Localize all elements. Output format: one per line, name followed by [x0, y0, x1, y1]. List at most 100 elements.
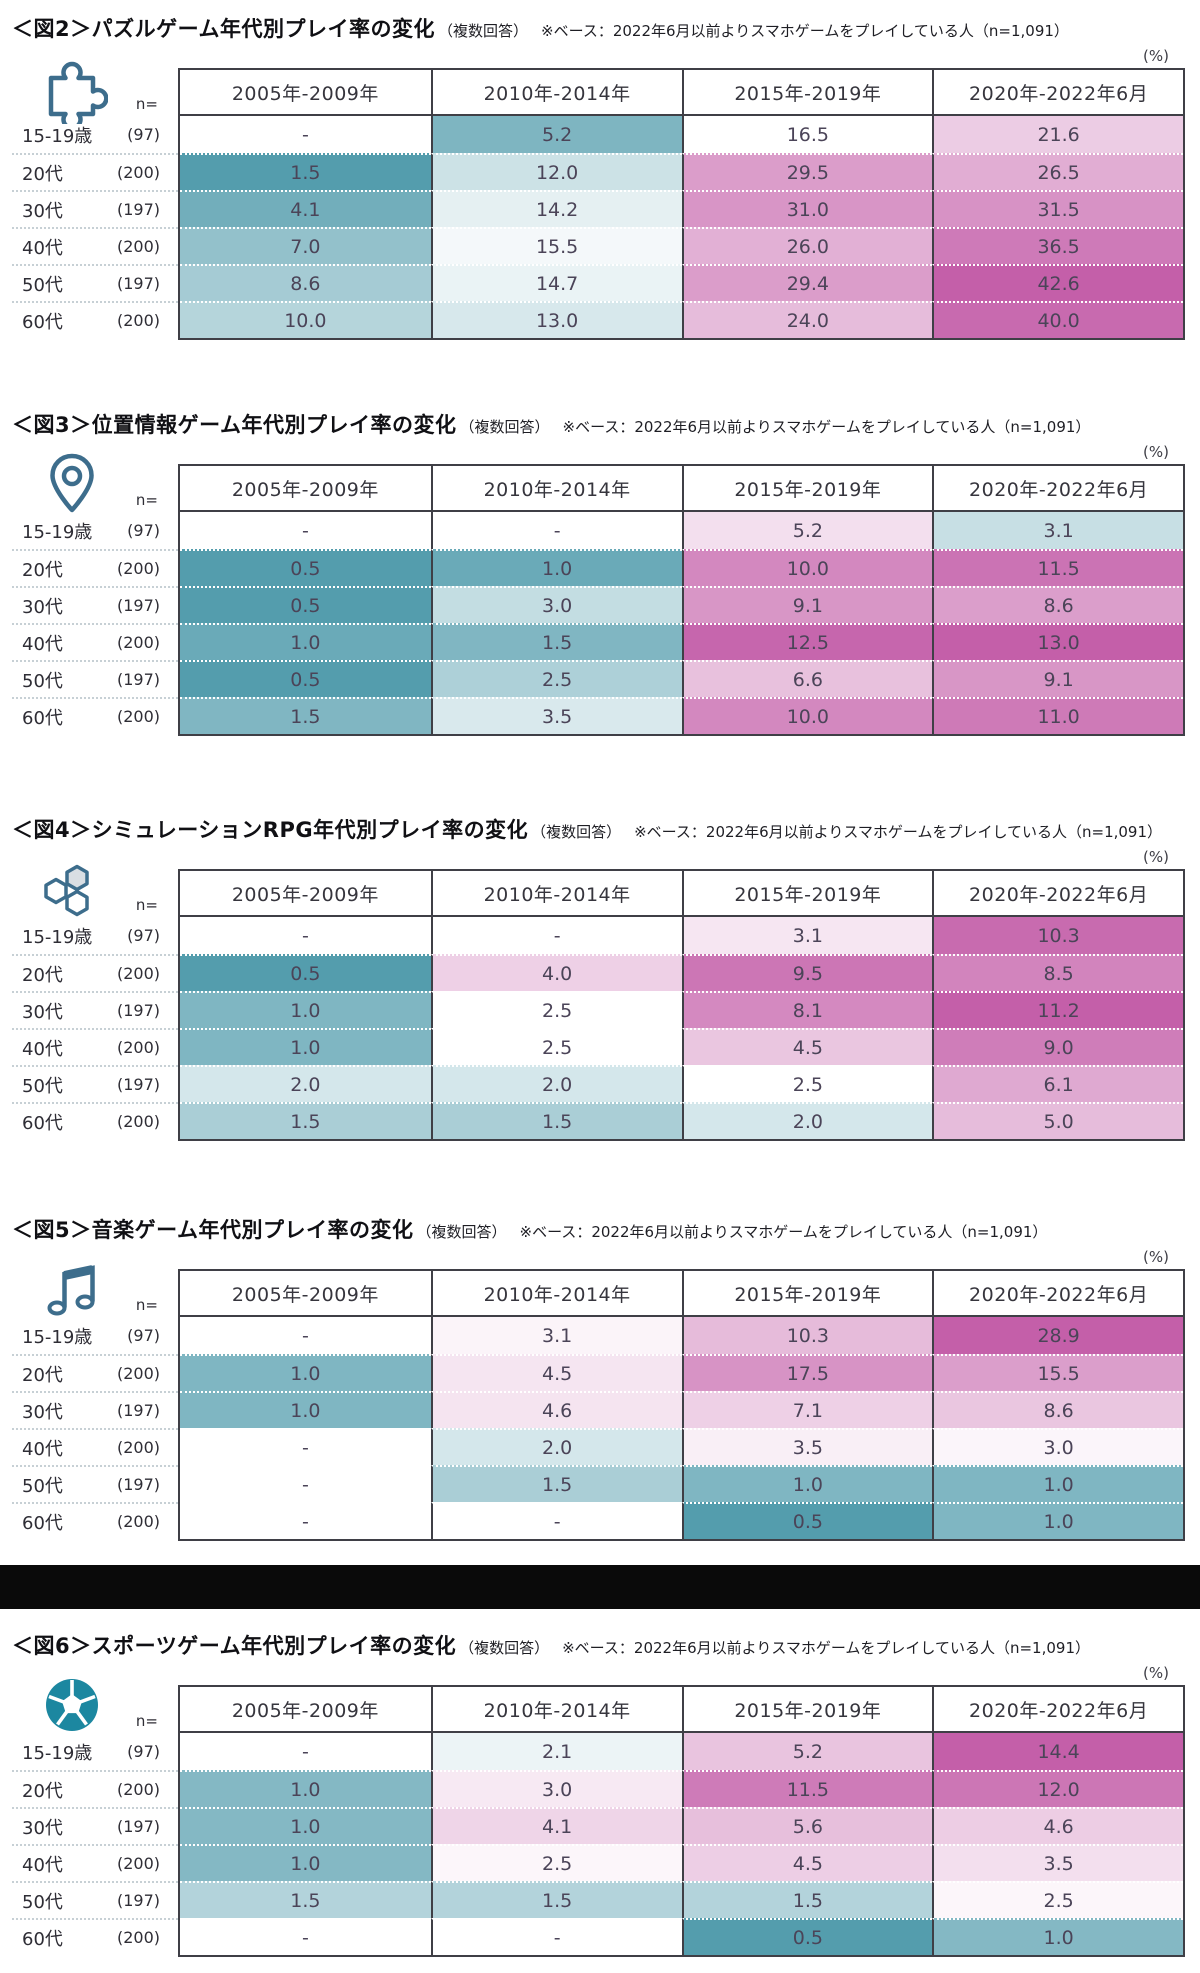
value-cell: 5.2 — [681, 512, 933, 549]
row-label: 40代 — [22, 237, 63, 259]
row-label: 60代 — [22, 1512, 63, 1534]
row-label-group: 40代 (200) — [12, 1028, 178, 1065]
value-cell: - — [180, 1502, 431, 1539]
column-header-row: 2005年-2009年 2010年-2014年 2015年-2019年 2020年-2… — [180, 1687, 1183, 1733]
figure-title-text: 位置情報ゲーム年代別プレイ率の変化 — [91, 413, 457, 437]
value-cell: 8.6 — [932, 1391, 1183, 1428]
value-cell: 8.1 — [681, 991, 933, 1028]
heatmap-table: n= 15-19歳 (97) 20代 (200) 30代 (197) 40代 (200) 50代… — [12, 864, 1185, 1141]
value-cell: 42.6 — [932, 264, 1183, 301]
table-row: 1.0 2.5 4.5 3.5 — [180, 1844, 1183, 1881]
row-label-group: 60代 (200) — [12, 697, 178, 734]
value-grid: 2005年-2009年 2010年-2014年 2015年-2019年 2020年-2… — [178, 68, 1185, 340]
value-cell: 26.5 — [932, 153, 1183, 190]
column-header: 2010年-2014年 — [430, 70, 682, 114]
row-label: 15-19歳 — [22, 1742, 93, 1764]
row-label-group: 40代 (200) — [12, 227, 178, 264]
row-label: 40代 — [22, 1438, 63, 1460]
row-n-value: (97) — [127, 1326, 160, 1345]
value-cell: 3.0 — [430, 586, 682, 623]
value-cell: 9.5 — [681, 954, 933, 991]
value-grid: 2005年-2009年 2010年-2014年 2015年-2019年 2020年-2… — [178, 1685, 1185, 1957]
gutter-header: n= — [12, 464, 178, 512]
base-note: ※ベース：2022年6月以前よりスマホゲームをプレイしている人（n=1,091） — [519, 1223, 1048, 1241]
row-n-value: (197) — [116, 1475, 160, 1494]
value-cell: - — [180, 1465, 431, 1502]
value-cell: 7.0 — [180, 227, 431, 264]
figure-tag: ＜図4＞ — [12, 818, 92, 842]
value-grid: 2005年-2009年 2010年-2014年 2015年-2019年 2020年-2… — [178, 464, 1185, 736]
value-cell: 2.5 — [430, 1028, 682, 1065]
row-label-group: 15-19歳 (97) — [12, 1733, 178, 1770]
row-label: 30代 — [22, 596, 63, 618]
value-cell: 1.5 — [430, 1465, 682, 1502]
row-label-group: 20代 (200) — [12, 153, 178, 190]
multi-answer-note: （複数回答） — [459, 418, 550, 436]
value-cell: 3.5 — [430, 697, 682, 734]
row-label: 15-19歳 — [22, 521, 93, 543]
row-label: 50代 — [22, 670, 63, 692]
row-n-value: (197) — [116, 200, 160, 219]
column-header-row: 2005年-2009年 2010年-2014年 2015年-2019年 2020年-2… — [180, 70, 1183, 116]
row-label: 50代 — [22, 1475, 63, 1497]
value-cell: 14.4 — [932, 1733, 1183, 1770]
value-cell: 1.0 — [932, 1918, 1183, 1955]
multi-answer-note: （複数回答） — [416, 1223, 507, 1241]
value-cell: 31.5 — [932, 190, 1183, 227]
row-n-value: (197) — [116, 1817, 160, 1836]
value-cell: 10.3 — [681, 1317, 933, 1354]
section-divider-bar — [0, 1565, 1200, 1609]
value-cell: 1.5 — [180, 1881, 431, 1918]
value-cell: 3.1 — [430, 1317, 682, 1354]
value-cell: 2.0 — [180, 1065, 431, 1102]
row-label: 40代 — [22, 1854, 63, 1876]
value-cell: - — [180, 512, 431, 549]
row-label-gutter: n= 15-19歳 (97) 20代 (200) 30代 (197) 40代 (200) 50代… — [12, 68, 178, 340]
value-cell: - — [430, 1918, 682, 1955]
figure-tag: ＜図2＞ — [12, 17, 92, 41]
figure-title: ＜図3＞位置情報ゲーム年代別プレイ率の変化 （複数回答） ※ベース：2022年6月以… — [12, 410, 1185, 440]
value-cell: 14.7 — [430, 264, 682, 301]
row-n-value: (200) — [116, 163, 160, 182]
table-row: 1.5 12.0 29.5 26.5 — [180, 153, 1183, 190]
value-cell: 29.4 — [681, 264, 933, 301]
value-cell: 29.5 — [681, 153, 933, 190]
value-cell: 9.0 — [932, 1028, 1183, 1065]
value-cell: 26.0 — [681, 227, 933, 264]
value-cell: 4.6 — [430, 1391, 682, 1428]
row-label-group: 30代 (197) — [12, 1807, 178, 1844]
report-page: ＜図2＞パズルゲーム年代別プレイ率の変化 （複数回答） ※ベース：2022年6月以前… — [0, 14, 1200, 1957]
value-cell: 10.0 — [681, 549, 933, 586]
value-cell: - — [430, 1502, 682, 1539]
value-cell: 1.0 — [932, 1502, 1183, 1539]
row-n-value: (200) — [116, 1038, 160, 1057]
value-cell: 5.0 — [932, 1102, 1183, 1139]
row-label: 30代 — [22, 1001, 63, 1023]
row-label-group: 40代 (200) — [12, 1428, 178, 1465]
row-label: 20代 — [22, 1364, 63, 1386]
figure-title-text: シミュレーションRPG年代別プレイ率の変化 — [91, 818, 529, 842]
column-header: 2010年-2014年 — [430, 1687, 682, 1731]
column-header: 2015年-2019年 — [681, 1687, 933, 1731]
heatmap-table: n= 15-19歳 (97) 20代 (200) 30代 (197) 40代 (200) 50代… — [12, 1679, 1185, 1957]
gutter-header: n= — [12, 869, 178, 917]
n-equals-label: n= — [135, 491, 158, 509]
table-row: 8.6 14.7 29.4 42.6 — [180, 264, 1183, 301]
table-row: - -5.2 3.1 — [180, 512, 1183, 549]
value-cell: 7.1 — [681, 1391, 933, 1428]
value-cell: 3.5 — [932, 1844, 1183, 1881]
row-label-gutter: n= 15-19歳 (97) 20代 (200) 30代 (197) 40代 (200) 50代… — [12, 1685, 178, 1957]
row-label-gutter: n= 15-19歳 (97) 20代 (200) 30代 (197) 40代 (200) 50代… — [12, 869, 178, 1141]
row-n-value: (197) — [116, 1401, 160, 1420]
figure-block: ＜図5＞音楽ゲーム年代別プレイ率の変化 （複数回答） ※ベース：2022年6月以前よ… — [12, 1215, 1185, 1541]
value-cell: 4.5 — [681, 1844, 933, 1881]
value-cell: 1.0 — [180, 1807, 431, 1844]
hexagons-icon — [36, 853, 108, 925]
column-header-row: 2005年-2009年 2010年-2014年 2015年-2019年 2020年-2… — [180, 466, 1183, 512]
table-row: 0.5 4.0 9.5 8.5 — [180, 954, 1183, 991]
row-label: 15-19歳 — [22, 926, 93, 948]
table-row: -5.2 16.5 21.6 — [180, 116, 1183, 153]
row-label: 30代 — [22, 1817, 63, 1839]
row-label: 50代 — [22, 274, 63, 296]
column-header: 2015年-2019年 — [681, 1271, 933, 1315]
